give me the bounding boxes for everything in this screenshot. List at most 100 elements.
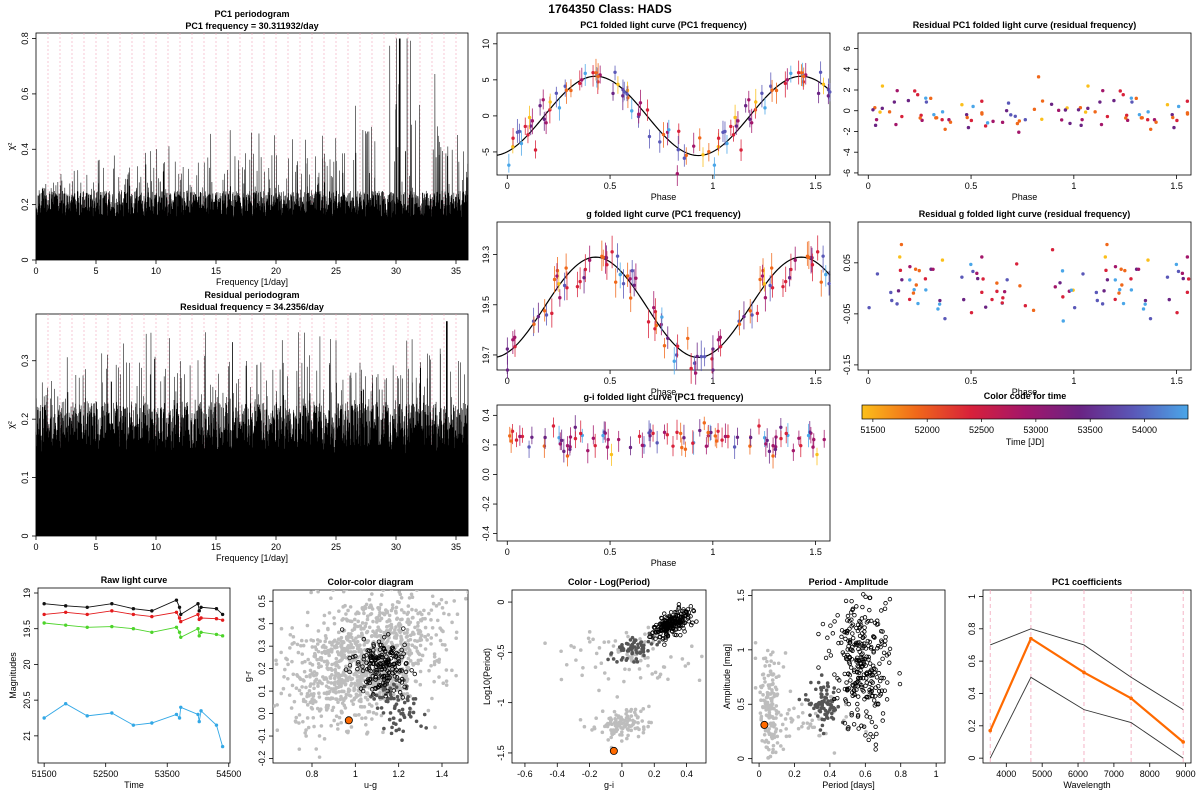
data-point [686, 336, 690, 341]
data-point [911, 291, 916, 295]
catalog-point-gray [832, 751, 837, 755]
data-point [699, 354, 703, 359]
catalog-point-dark [830, 715, 834, 720]
catalog-point-reference [861, 724, 867, 729]
catalog-point-gray [638, 675, 643, 680]
catalog-point-reference [402, 684, 407, 690]
data-point [913, 267, 918, 271]
x-tick-label: 30 [391, 266, 401, 276]
catalog-point-reference [874, 701, 879, 707]
catalog-point-reference [872, 635, 877, 640]
data-point [519, 141, 524, 146]
catalog-point-gray [772, 691, 776, 696]
data-point [680, 445, 684, 450]
data-point [543, 435, 547, 440]
chart-title: PC1 coefficients [1052, 577, 1122, 587]
catalog-point-reference [865, 638, 871, 644]
data-point [662, 430, 667, 435]
catalog-point-reference [855, 714, 861, 719]
catalog-point-reference [823, 655, 829, 661]
catalog-point-gray [763, 664, 767, 668]
data-point [586, 448, 590, 453]
colorbar-tick-label: 52000 [915, 425, 940, 435]
catalog-point-gray [418, 669, 423, 674]
catalog-point-gray [371, 710, 376, 715]
catalog-point-gray [323, 639, 327, 644]
catalog-point-gray [769, 735, 774, 739]
catalog-point-gray [778, 729, 783, 733]
plot-frame [982, 589, 1192, 764]
coefficient-point [1082, 670, 1086, 675]
catalog-point-dark [392, 706, 397, 711]
catalog-point-reference [839, 640, 844, 646]
catalog-point-gray [771, 763, 775, 767]
catalog-point-dark [819, 673, 824, 677]
catalog-point-dark [820, 704, 824, 708]
data-point [924, 288, 928, 292]
catalog-point-gray [331, 705, 336, 710]
catalog-point-gray [308, 668, 313, 673]
catalog-point-gray [390, 642, 395, 647]
catalog-point-gray [370, 717, 374, 721]
data-point [678, 431, 683, 436]
x-axis-label: Phase [1012, 387, 1038, 397]
data-point [565, 454, 570, 458]
data-point [1056, 108, 1061, 113]
catalog-point-gray [774, 708, 779, 713]
catalog-point-reference [897, 681, 903, 687]
catalog-point-gray [407, 622, 411, 627]
data-point [573, 436, 578, 441]
catalog-point-gray [429, 636, 434, 640]
catalog-point-reference [365, 667, 370, 672]
catalog-point-gray [349, 676, 353, 681]
catalog-point-dark [825, 684, 830, 688]
catalog-point-gray [559, 677, 564, 682]
catalog-point-gray [294, 715, 299, 720]
coefficient-line-PC1 [989, 636, 1184, 743]
catalog-point-gray [379, 602, 383, 607]
catalog-point-reference [367, 677, 372, 682]
series-point-g [42, 621, 46, 625]
catalog-point-reference [857, 624, 863, 630]
catalog-point-gray [422, 584, 426, 588]
data-point [737, 322, 742, 326]
x-tick-label: 30 [391, 542, 401, 552]
catalog-point-gray [626, 728, 631, 732]
catalog-point-reference [399, 668, 404, 673]
data-point [924, 96, 928, 100]
data-point [583, 71, 587, 76]
catalog-point-reference [855, 679, 860, 684]
data-point [601, 255, 605, 260]
catalog-point-reference [381, 647, 386, 652]
catalog-point-gray [629, 657, 634, 662]
data-point [634, 276, 638, 280]
y-tick-label: 19.5 [481, 296, 491, 314]
data-point [542, 117, 546, 121]
data-point [542, 309, 547, 313]
plot-frame [511, 589, 707, 764]
catalog-point-gray [700, 654, 704, 659]
series-point-g [179, 635, 183, 639]
catalog-point-gray [437, 580, 441, 584]
data-point [1167, 297, 1171, 302]
data-point [1143, 302, 1147, 306]
catalog-point-gray [303, 699, 308, 704]
catalog-point-dark [395, 694, 400, 699]
data-point [1129, 288, 1134, 292]
catalog-point-gray [414, 679, 418, 684]
x-tick-label: 20 [271, 266, 281, 276]
catalog-point-dark [378, 695, 382, 700]
catalog-point-dark [632, 660, 636, 664]
catalog-point-reference [845, 686, 850, 692]
catalog-point-gray [287, 693, 292, 697]
data-point [990, 297, 994, 302]
catalog-point-gray [346, 631, 351, 636]
y-tick-label: 0.5 [736, 698, 746, 711]
catalog-point-reference [856, 646, 861, 652]
data-point [1098, 100, 1102, 104]
data-point [675, 172, 680, 176]
series-point-r [220, 618, 225, 622]
catalog-point-reference [381, 677, 387, 682]
data-point [555, 274, 559, 278]
